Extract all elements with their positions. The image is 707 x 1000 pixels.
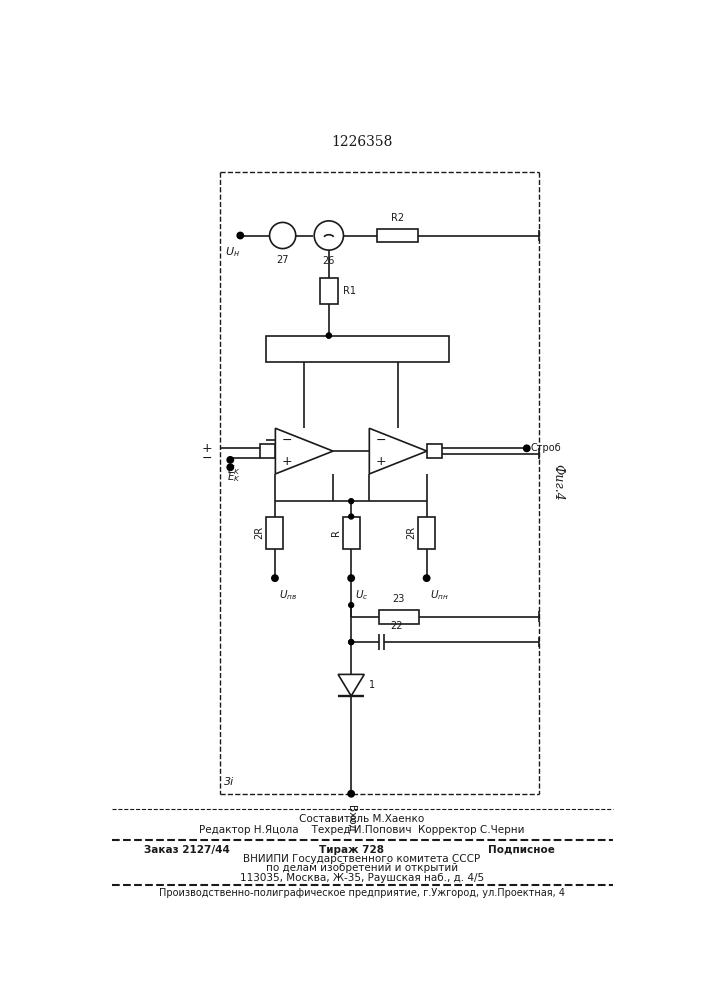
Circle shape [348, 791, 354, 797]
Bar [343, 517, 360, 549]
Text: +: + [282, 455, 293, 468]
Text: +: + [376, 455, 387, 468]
Circle shape [327, 333, 331, 338]
Text: 27: 27 [276, 255, 289, 265]
Circle shape [348, 575, 354, 581]
Circle shape [327, 333, 331, 338]
Bar [267, 517, 284, 549]
Text: Составитель М.Хаенко: Составитель М.Хаенко [299, 814, 425, 824]
Text: Подписное: Подписное [488, 845, 555, 855]
Circle shape [423, 575, 430, 581]
Bar [427, 444, 443, 458]
Circle shape [524, 445, 530, 451]
Text: Производственно-полиграфическое предприятие, г.Ужгород, ул.Проектная, 4: Производственно-полиграфическое предприя… [159, 888, 565, 898]
Text: Вход: Вход [346, 805, 356, 831]
Text: Фиг.4: Фиг.4 [551, 464, 565, 500]
Circle shape [227, 457, 233, 463]
Text: 26: 26 [322, 256, 335, 266]
Text: R: R [331, 529, 341, 536]
Text: 22: 22 [390, 621, 403, 631]
Bar [379, 610, 419, 624]
Text: $U_{пн}$: $U_{пн}$ [431, 588, 449, 602]
Circle shape [349, 514, 354, 519]
Text: 1: 1 [369, 680, 375, 690]
Circle shape [238, 232, 243, 239]
Text: $U_н$: $U_н$ [225, 245, 240, 259]
Text: −: − [201, 452, 212, 465]
Text: −: − [282, 434, 293, 447]
Text: 2R: 2R [255, 526, 264, 539]
Bar [418, 517, 435, 549]
Text: Строб: Строб [530, 443, 561, 453]
Circle shape [227, 464, 233, 470]
Circle shape [269, 222, 296, 249]
Text: 2R: 2R [407, 526, 416, 539]
Text: R2: R2 [391, 213, 404, 223]
Circle shape [314, 221, 344, 250]
Circle shape [349, 640, 354, 644]
Bar [377, 229, 418, 242]
Circle shape [349, 603, 354, 607]
Bar [320, 278, 338, 304]
Text: 113035, Москва, Ж-35, Раушская наб., д. 4/5: 113035, Москва, Ж-35, Раушская наб., д. … [240, 873, 484, 883]
Bar [260, 444, 275, 458]
Text: $E_K$: $E_K$ [227, 463, 241, 477]
Text: $U_{пв}$: $U_{пв}$ [279, 588, 297, 602]
Bar [266, 336, 449, 362]
Text: +: + [201, 442, 212, 455]
Text: ВНИИПИ Государственного комитета СССР: ВНИИПИ Государственного комитета СССР [243, 854, 481, 864]
Text: 23: 23 [392, 594, 405, 604]
Text: Заказ 2127/44: Заказ 2127/44 [144, 845, 230, 855]
Circle shape [349, 499, 354, 503]
Text: 3i: 3i [223, 777, 234, 787]
Text: $E_K$: $E_K$ [227, 470, 241, 484]
Text: −: − [376, 434, 387, 447]
Circle shape [272, 575, 278, 581]
Text: $U_c$: $U_c$ [355, 588, 368, 602]
Text: по делам изобретений и открытий: по делам изобретений и открытий [266, 863, 458, 873]
Text: Редактор Н.Яцола    Техред И.Попович  Корректор С.Черни: Редактор Н.Яцола Техред И.Попович Коррек… [199, 825, 525, 835]
Text: Тираж 728: Тираж 728 [320, 845, 385, 855]
Text: R1: R1 [343, 286, 356, 296]
Circle shape [349, 640, 354, 644]
Text: 1226358: 1226358 [332, 135, 392, 149]
